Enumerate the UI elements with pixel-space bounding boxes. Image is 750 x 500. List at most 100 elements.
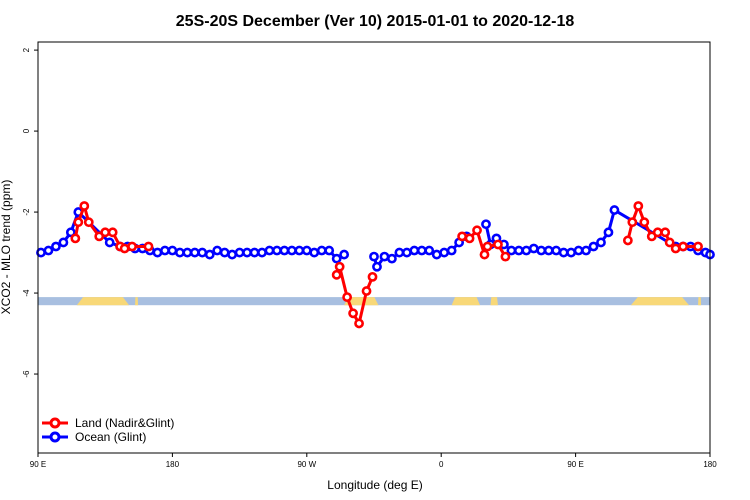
ocean-point bbox=[339, 249, 350, 260]
land-point bbox=[119, 243, 130, 254]
land-band-segment bbox=[451, 297, 481, 306]
x-tick-label: 180 bbox=[703, 460, 717, 469]
ocean-point bbox=[551, 245, 562, 256]
chart-title: 25S-20S December (Ver 10) 2015-01-01 to … bbox=[176, 13, 575, 30]
ocean-point bbox=[43, 245, 54, 256]
ocean-point bbox=[324, 245, 335, 256]
ocean-point bbox=[379, 251, 390, 262]
ocean-point bbox=[394, 247, 405, 258]
land-ocean-band bbox=[38, 297, 710, 306]
ocean-point bbox=[257, 247, 267, 258]
x-axis: 90 E 180 90 W 0 90 E 180 bbox=[30, 453, 717, 469]
ocean-point bbox=[51, 241, 61, 252]
land-point bbox=[627, 217, 638, 228]
ocean-point bbox=[446, 245, 457, 256]
plot-frame bbox=[37, 41, 711, 454]
ocean-point bbox=[227, 249, 238, 260]
land-point bbox=[472, 225, 482, 236]
land-point bbox=[652, 227, 663, 238]
x-tick-label: 180 bbox=[166, 460, 180, 469]
ocean-point bbox=[588, 241, 599, 252]
land-series bbox=[70, 201, 703, 329]
ocean-point bbox=[189, 247, 200, 258]
land-point bbox=[457, 231, 468, 242]
legend-label-land: Land (Nadir&Glint) bbox=[75, 416, 174, 430]
land-band-segment bbox=[76, 297, 130, 306]
land-band-segment bbox=[490, 297, 498, 306]
ocean-point bbox=[219, 247, 230, 258]
x-tick-label: 0 bbox=[439, 460, 444, 469]
land-point bbox=[331, 269, 342, 280]
ocean-point bbox=[58, 237, 69, 248]
y-axis-label: XCO2 - MLO trend (ppm) bbox=[0, 180, 13, 315]
ocean-point bbox=[104, 237, 115, 248]
land-point bbox=[348, 308, 358, 319]
ocean-point bbox=[431, 249, 442, 260]
land-point bbox=[622, 235, 633, 246]
ocean-point bbox=[439, 247, 450, 258]
ocean-point bbox=[513, 245, 524, 256]
ocean-point bbox=[543, 245, 554, 256]
land-point bbox=[660, 227, 671, 238]
ocean-point bbox=[212, 245, 223, 256]
land-point bbox=[664, 237, 675, 248]
ocean-point bbox=[416, 245, 427, 256]
ocean-point bbox=[596, 237, 606, 248]
ocean-point bbox=[242, 247, 252, 258]
ocean-point bbox=[331, 253, 342, 264]
land-band-segment bbox=[135, 297, 139, 306]
land-point bbox=[479, 249, 490, 260]
ocean-point bbox=[369, 251, 379, 262]
land-point bbox=[334, 261, 345, 272]
ocean-point bbox=[65, 227, 76, 238]
legend-label-ocean: Ocean (Glint) bbox=[75, 430, 146, 444]
ocean-point bbox=[558, 247, 569, 258]
land-point bbox=[143, 241, 154, 252]
ocean-point bbox=[160, 245, 170, 256]
ocean-point bbox=[424, 245, 435, 256]
ocean-point bbox=[316, 245, 327, 256]
ocean-point bbox=[521, 245, 532, 256]
ocean-point bbox=[409, 245, 420, 256]
x-axis-label: Longitude (deg E) bbox=[327, 478, 422, 492]
ocean-point bbox=[272, 245, 282, 256]
ocean-point bbox=[506, 245, 517, 256]
y-axis: 2 0 -2 -4 -6 bbox=[22, 47, 38, 378]
ocean-point bbox=[301, 245, 312, 256]
ocean-point bbox=[573, 245, 584, 256]
ocean-point bbox=[182, 247, 193, 258]
land-point bbox=[127, 241, 137, 252]
land-point bbox=[342, 292, 353, 303]
ocean-point bbox=[204, 249, 215, 260]
ocean-point bbox=[528, 243, 539, 254]
x-tick-label: 90 E bbox=[30, 460, 46, 469]
legend-entry-land: Land (Nadir&Glint) bbox=[42, 416, 174, 430]
ocean-point bbox=[167, 245, 178, 256]
ocean-point bbox=[294, 245, 305, 256]
ocean-point bbox=[566, 247, 577, 258]
x-tick-label: 90 E bbox=[567, 460, 583, 469]
ocean-point bbox=[536, 245, 547, 256]
ocean-point bbox=[264, 245, 275, 256]
legend-marker-land bbox=[49, 417, 61, 429]
land-point bbox=[678, 241, 689, 252]
ocean-point bbox=[387, 253, 397, 264]
legend-entry-ocean: Ocean (Glint) bbox=[42, 430, 146, 444]
land-line bbox=[626, 204, 699, 251]
land-band-segment bbox=[344, 297, 379, 306]
ocean-point bbox=[309, 247, 320, 258]
land-point bbox=[354, 318, 364, 329]
land-point bbox=[367, 271, 378, 282]
ocean-point bbox=[234, 247, 245, 258]
land-point bbox=[693, 241, 703, 252]
land-point bbox=[79, 201, 90, 211]
ocean-series bbox=[36, 205, 715, 272]
ocean-point bbox=[286, 245, 297, 256]
land-point bbox=[464, 233, 475, 244]
y-tick-label: 2 bbox=[22, 47, 31, 52]
ocean-point bbox=[152, 247, 163, 258]
land-point bbox=[482, 241, 493, 252]
land-point bbox=[361, 286, 372, 296]
ocean-point bbox=[249, 247, 260, 258]
